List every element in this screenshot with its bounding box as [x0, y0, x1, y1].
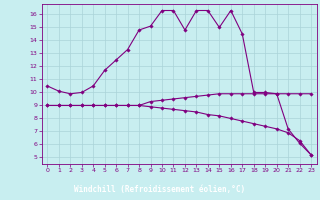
Text: Windchill (Refroidissement éolien,°C): Windchill (Refroidissement éolien,°C) [75, 185, 245, 194]
